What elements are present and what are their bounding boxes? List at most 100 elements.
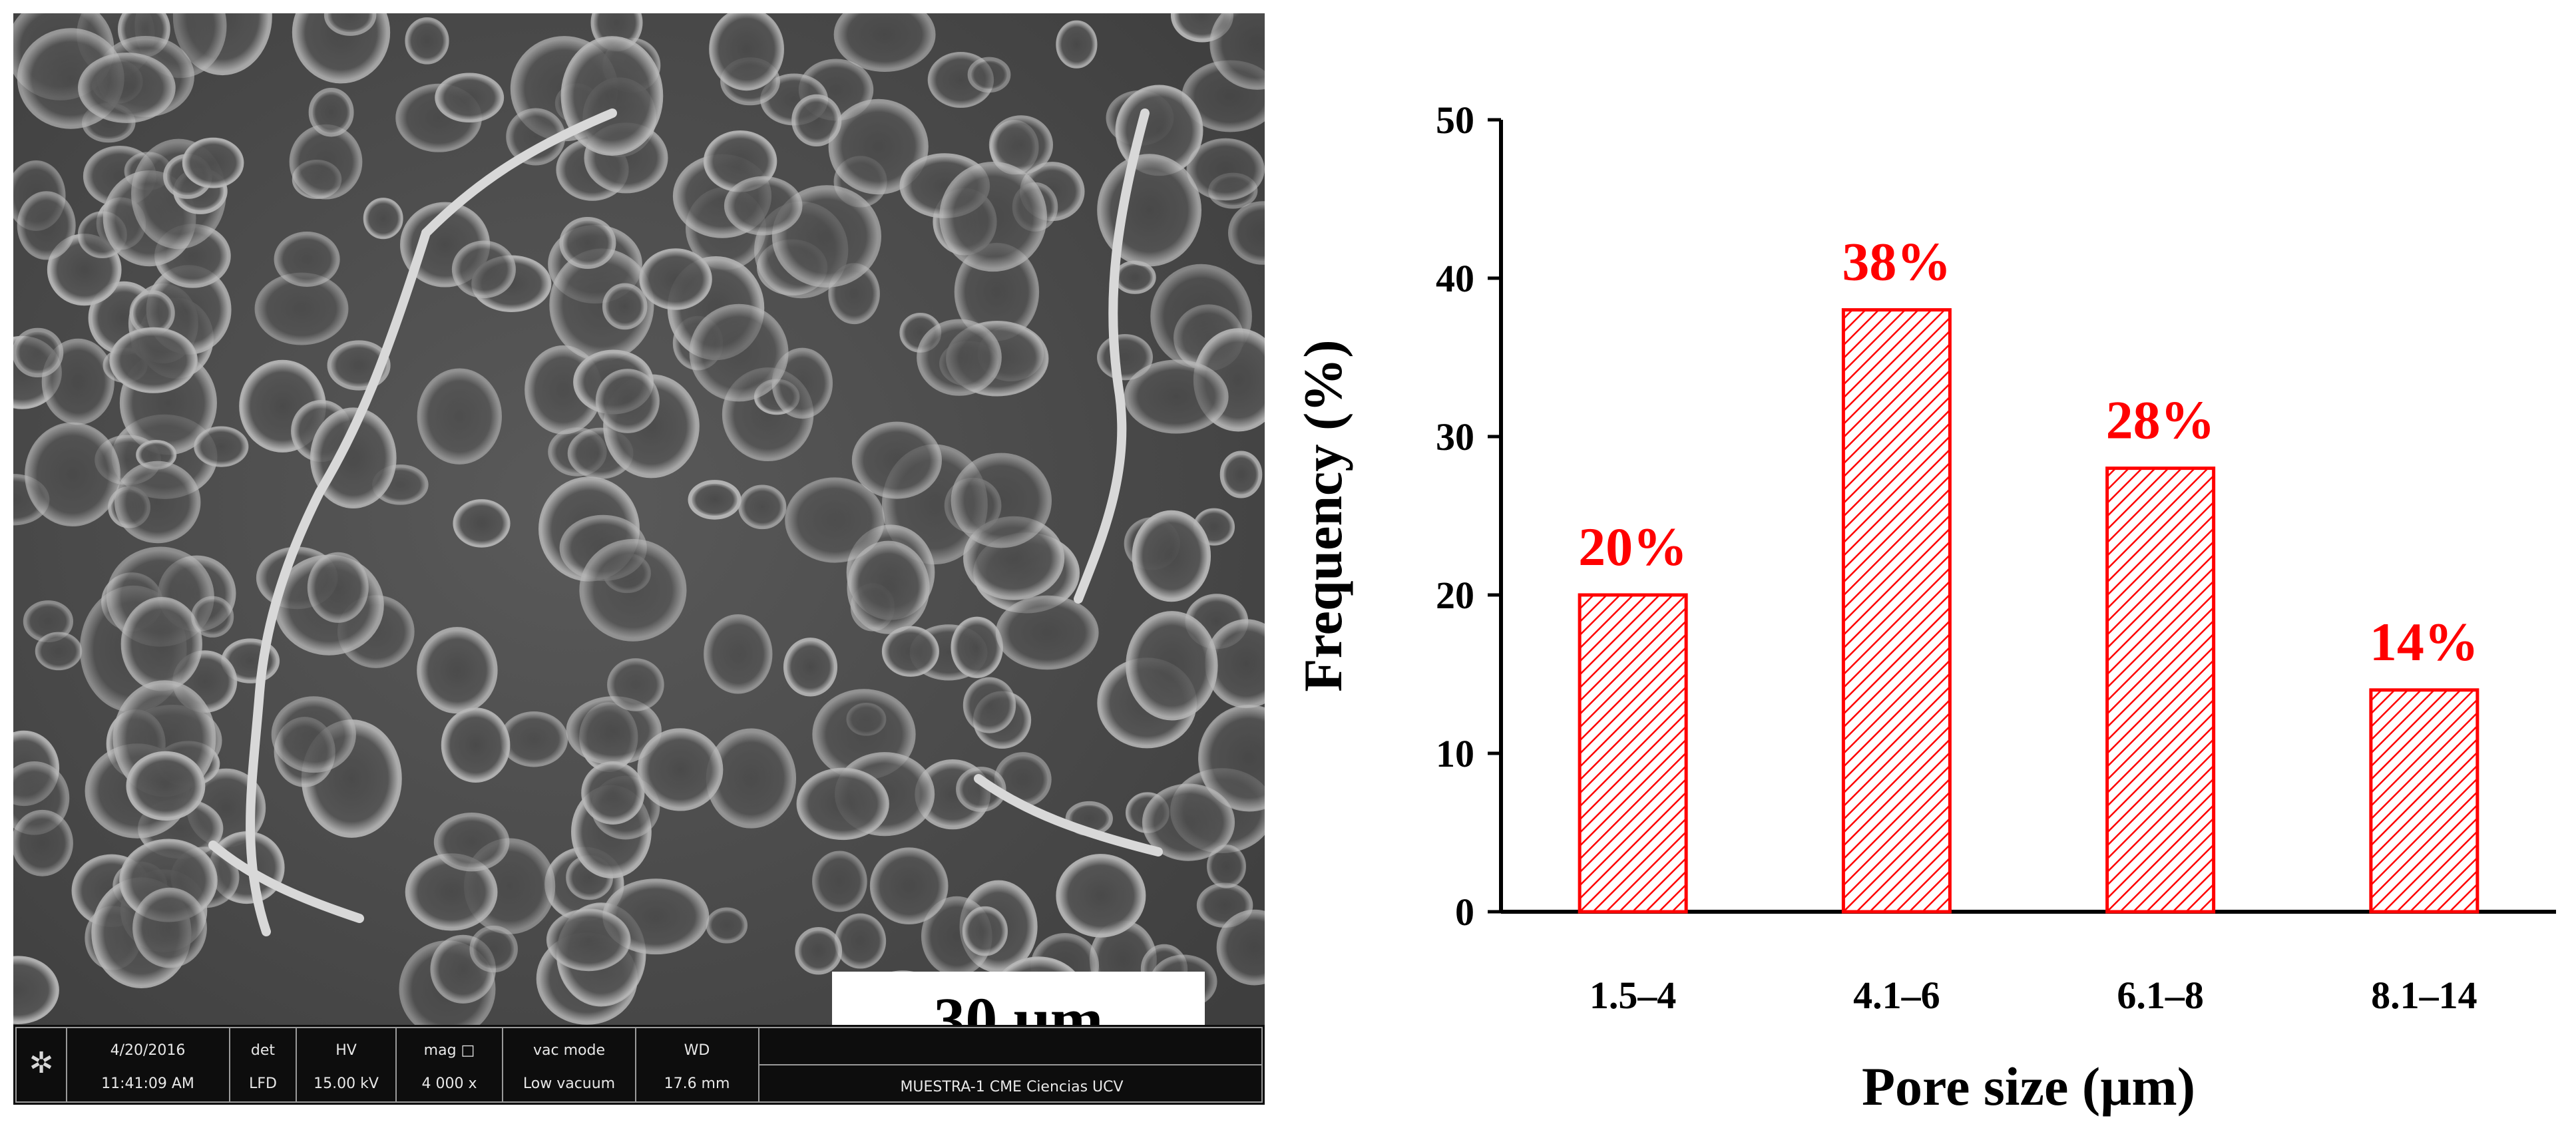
pore	[13, 809, 73, 876]
pore	[704, 614, 773, 694]
info-sample: MUESTRA-1 CME Ciencias UCV	[900, 1079, 1123, 1095]
pore	[812, 851, 867, 912]
pore	[1114, 260, 1156, 294]
bar	[2369, 688, 2479, 914]
pore	[1124, 359, 1229, 434]
y-axis-title: Frequency (%)	[1293, 339, 1353, 691]
y-tick-label: 30	[1436, 415, 1474, 459]
pore	[939, 162, 1047, 272]
pore	[17, 191, 76, 260]
info-time: 11:41:09 AM	[101, 1075, 194, 1092]
info-vac-value: Low vacuum	[523, 1075, 615, 1092]
pore	[602, 283, 648, 330]
pore	[783, 638, 838, 697]
pore	[963, 677, 1016, 733]
y-axis: 0 10 20 30 40 50	[1436, 98, 1503, 934]
pore	[1228, 201, 1265, 265]
pore	[35, 632, 83, 671]
sem-micrograph: 30 µm ✲ 4/20/2016 11:41:09 AM det LFD HV…	[13, 13, 1265, 1105]
pore	[956, 767, 1006, 812]
pore	[560, 36, 664, 156]
pore	[453, 499, 511, 548]
y-tick-label: 50	[1436, 98, 1474, 142]
pore	[795, 926, 843, 975]
pore	[579, 538, 687, 642]
pore	[1216, 909, 1265, 986]
pore	[191, 596, 234, 638]
pore	[796, 767, 889, 841]
info-mag-value: 4 000 x	[422, 1075, 477, 1092]
info-date: 4/20/2016	[110, 1042, 186, 1059]
bar-chart: 0 10 20 30 40 50 1.5–4 4.1–6 6.1–8 8.1–14 20% 38%…	[1293, 98, 2556, 1117]
pore	[114, 461, 201, 544]
pore	[1126, 611, 1218, 721]
bar-data-label: 20%	[1578, 516, 1687, 577]
y-tick-label: 20	[1436, 574, 1474, 617]
pore	[194, 426, 249, 467]
pore	[688, 480, 742, 520]
pore	[126, 751, 206, 821]
pore	[995, 595, 1099, 670]
pore	[405, 17, 449, 65]
pore	[433, 812, 510, 872]
pore	[1198, 705, 1265, 812]
pore	[109, 327, 198, 393]
pore	[417, 368, 502, 465]
pore	[639, 248, 712, 310]
pore	[363, 198, 403, 240]
pore	[706, 907, 748, 944]
bar	[2105, 467, 2216, 914]
pore	[951, 616, 1003, 678]
bar	[1578, 593, 1688, 914]
pore	[1132, 510, 1211, 602]
bars	[1578, 308, 2479, 914]
pore	[120, 596, 202, 691]
pore	[1219, 451, 1263, 498]
pore	[709, 13, 784, 91]
pore	[469, 925, 518, 973]
pore	[962, 906, 1008, 956]
pore	[25, 422, 120, 527]
pore	[435, 73, 505, 123]
pore	[724, 176, 803, 236]
pore	[967, 57, 1011, 93]
pore	[828, 98, 929, 195]
pore	[581, 761, 645, 825]
pore	[78, 52, 176, 123]
pore	[785, 477, 885, 563]
fei-logo-icon: ✲	[29, 1046, 54, 1080]
pore	[791, 94, 842, 146]
pore	[13, 956, 59, 1024]
fibril-network	[208, 108, 1163, 936]
pore	[1207, 845, 1246, 888]
pore	[847, 540, 930, 634]
pore	[546, 908, 631, 972]
pore-size-chart: 0 10 20 30 40 50 1.5–4 4.1–6 6.1–8 8.1–14 20% 38%…	[1291, 0, 2576, 1142]
info-mag-label: mag □	[424, 1042, 475, 1059]
info-hv-label: HV	[335, 1042, 357, 1059]
data-labels: 20% 38% 28% 14%	[1578, 232, 2479, 672]
info-det-value: LFD	[249, 1075, 277, 1092]
pore	[13, 327, 64, 378]
pore	[274, 232, 340, 287]
sem-info-bar: ✲ 4/20/2016 11:41:09 AM det LFD HV 15.00…	[13, 1025, 1265, 1105]
x-tick-label: 4.1–6	[1853, 974, 1940, 1017]
pore	[637, 728, 724, 811]
pore	[1186, 138, 1265, 201]
sem-image: 30 µm ✲ 4/20/2016 11:41:09 AM det LFD HV…	[13, 13, 1265, 1105]
info-vac-label: vac mode	[533, 1042, 605, 1059]
y-tick-label: 10	[1436, 732, 1474, 775]
x-tick-label: 8.1–14	[2371, 974, 2477, 1017]
pore	[607, 658, 664, 711]
pore	[271, 696, 356, 773]
bar-data-label: 38%	[1842, 232, 1951, 292]
pore	[308, 87, 354, 137]
pore	[1209, 13, 1265, 90]
pore	[441, 707, 511, 783]
y-tick-label: 0	[1455, 890, 1474, 934]
pore	[500, 711, 568, 767]
x-tick-label: 1.5–4	[1590, 974, 1677, 1017]
pore	[951, 453, 1052, 548]
bar-data-label: 28%	[2106, 390, 2215, 451]
pore	[689, 303, 789, 402]
